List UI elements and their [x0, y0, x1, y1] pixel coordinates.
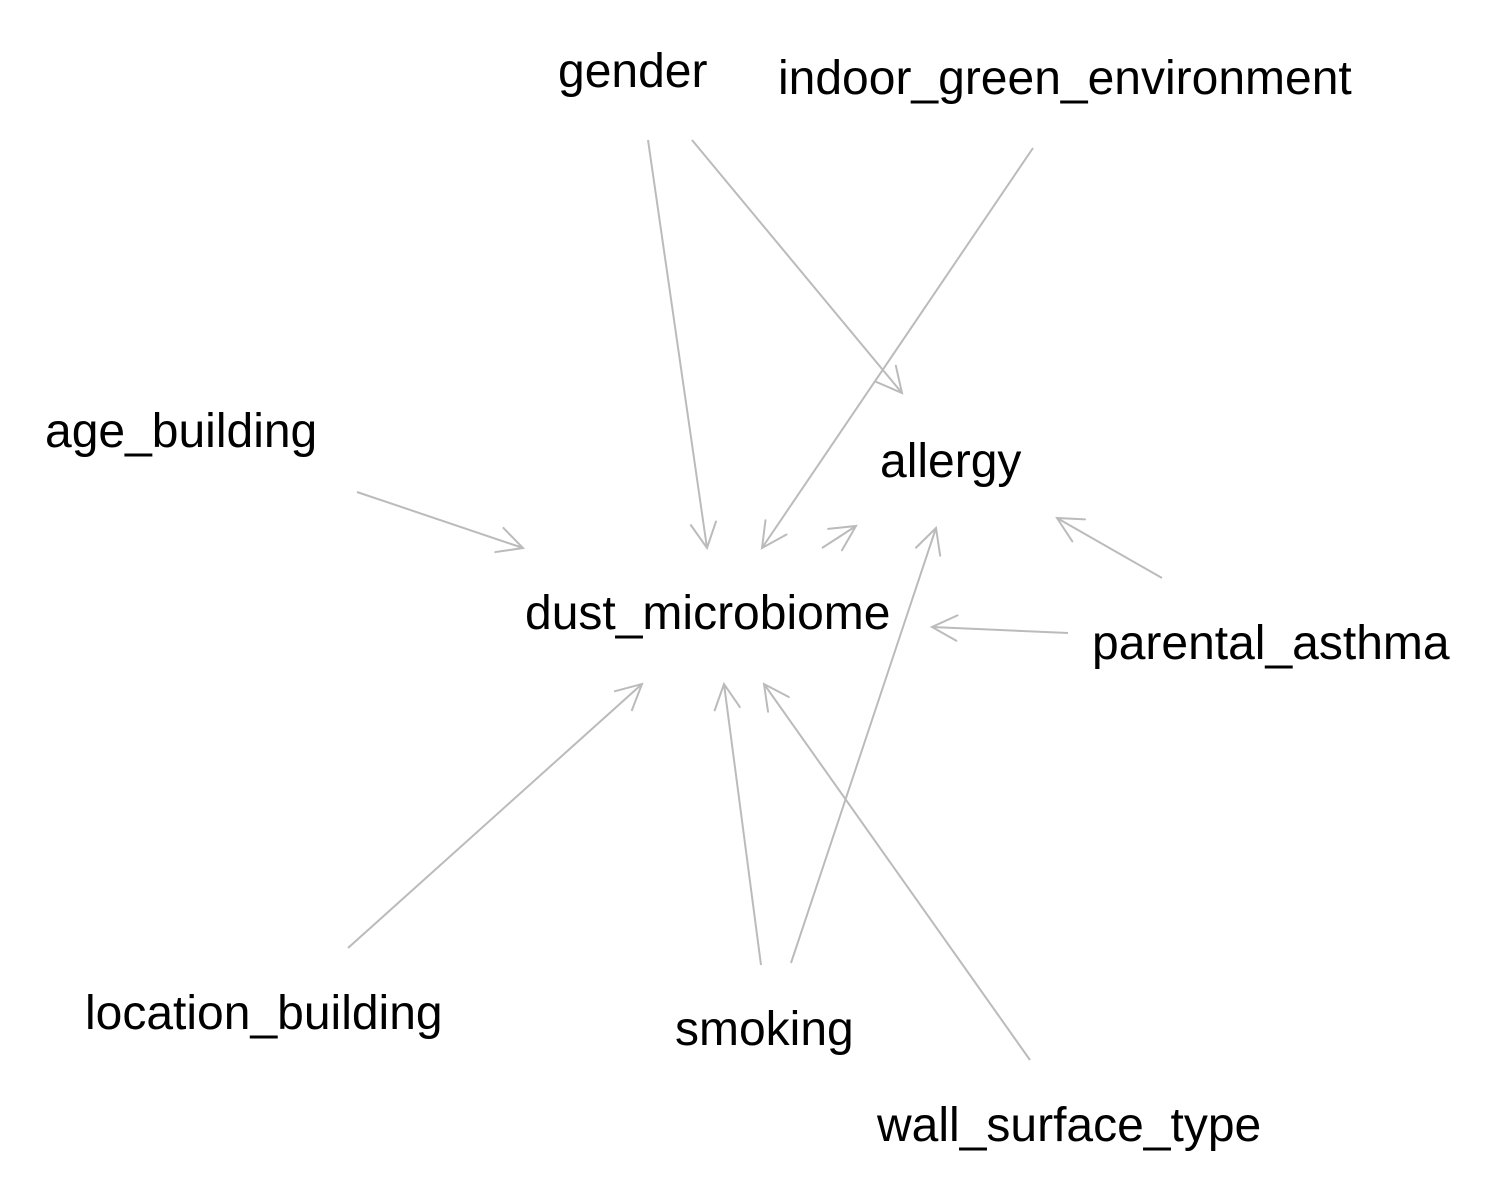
node-location-building: location_building	[85, 987, 443, 1040]
arrow-head-icon	[827, 524, 858, 552]
edge-line	[931, 626, 1069, 634]
node-gender: gender	[558, 45, 708, 98]
node-dust-microbiome: dust_microbiome	[525, 587, 891, 640]
edge-dust-microbiome-to-allergy	[821, 524, 858, 552]
arrow-head-icon	[613, 682, 644, 712]
edge-wall-surface-type-to-dust-microbiome	[762, 682, 1031, 1061]
edge-line	[356, 491, 524, 549]
node-indoor-green-environment: indoor_green_environment	[778, 52, 1352, 105]
edge-gender-to-allergy	[691, 139, 904, 395]
arrow-head-icon	[760, 519, 788, 550]
edge-age-building-to-dust-microbiome	[356, 491, 526, 554]
edge-gender-to-dust-microbiome	[647, 139, 718, 551]
edge-parental-asthma-to-allergy	[1055, 516, 1163, 579]
arrow-head-icon	[762, 682, 790, 713]
edge-smoking-to-allergy	[790, 525, 942, 964]
edge-line	[723, 683, 762, 966]
arrow-head-icon	[689, 520, 718, 551]
arrow-head-icon	[875, 364, 904, 395]
edge-location-building-to-dust-microbiome	[347, 682, 644, 949]
arrow-head-icon	[713, 681, 741, 712]
edge-line	[347, 683, 643, 949]
arrow-head-icon	[1055, 516, 1086, 543]
edge-line	[1056, 517, 1163, 579]
edge-line	[761, 147, 1034, 549]
edge-line	[790, 527, 937, 964]
arrow-head-icon	[929, 614, 959, 642]
edge-indoor-green-environment-to-dust-microbiome	[760, 147, 1034, 550]
arrow-head-icon	[915, 525, 942, 557]
edge-line	[821, 525, 857, 549]
node-allergy: allergy	[880, 435, 1022, 488]
arrow-head-icon	[494, 526, 526, 554]
node-age-building: age_building	[45, 405, 318, 458]
edge-line	[763, 683, 1031, 1061]
node-wall-surface-type: wall_surface_type	[877, 1099, 1262, 1152]
edge-line	[647, 139, 708, 549]
node-smoking: smoking	[675, 1003, 854, 1056]
edge-smoking-to-dust-microbiome	[713, 681, 762, 966]
edge-line	[691, 139, 903, 394]
edge-parental-asthma-to-dust-microbiome	[929, 614, 1069, 642]
node-parental-asthma: parental_asthma	[1092, 617, 1450, 670]
